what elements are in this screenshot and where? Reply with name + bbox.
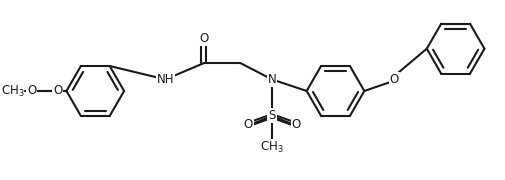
Text: $\mathsf{CH_3}$: $\mathsf{CH_3}$ xyxy=(2,83,25,98)
Text: O: O xyxy=(199,32,208,45)
Text: O: O xyxy=(291,118,300,131)
Text: NH: NH xyxy=(157,73,174,86)
Text: $\mathsf{CH_3}$: $\mathsf{CH_3}$ xyxy=(260,140,283,155)
Text: S: S xyxy=(268,109,275,122)
Text: O: O xyxy=(27,84,36,97)
Text: N: N xyxy=(267,73,276,86)
Text: O: O xyxy=(53,84,62,97)
Text: O: O xyxy=(389,73,398,86)
Text: O: O xyxy=(53,84,62,97)
Text: O: O xyxy=(243,118,252,131)
